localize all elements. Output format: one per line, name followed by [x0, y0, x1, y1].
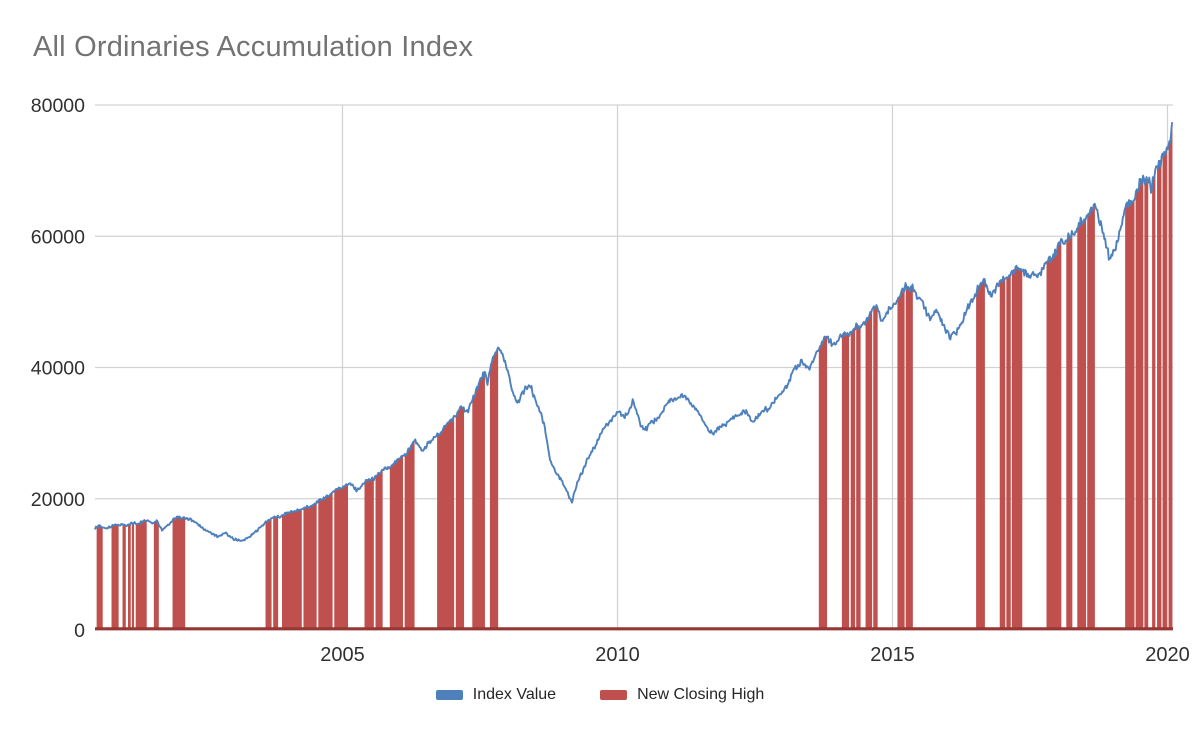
new-high-bar	[1011, 265, 1023, 630]
new-high-bar	[818, 336, 828, 630]
y-axis-tick-label: 60000	[31, 226, 85, 248]
new-high-bar	[96, 525, 103, 630]
new-high-bar	[850, 328, 856, 630]
new-high-bar	[1157, 160, 1162, 630]
new-high-bar	[976, 278, 985, 630]
new-high-bar	[334, 484, 348, 630]
new-high-bar	[1125, 200, 1135, 630]
index-value-swatch	[435, 690, 463, 700]
new-closing-high-swatch	[600, 690, 628, 700]
y-axis-tick-label: 80000	[31, 95, 85, 117]
new-high-bar	[437, 415, 455, 630]
legend-item-new-closing-high: New Closing High	[600, 686, 764, 704]
x-axis-tick-label: 2005	[320, 644, 365, 666]
new-high-bar	[122, 524, 126, 630]
y-axis-tick-label: 40000	[31, 358, 85, 380]
new-high-bar	[273, 515, 279, 630]
new-high-bar	[1168, 122, 1173, 630]
x-axis-tick-label: 2020	[1145, 644, 1190, 666]
new-high-bar	[856, 323, 861, 630]
new-high-bar	[1006, 275, 1011, 630]
new-high-bar	[364, 477, 374, 630]
new-high-bar	[111, 524, 119, 630]
new-high-bar	[135, 520, 147, 630]
new-high-bar	[865, 309, 873, 630]
new-high-bar	[873, 305, 878, 630]
new-high-bar	[389, 455, 403, 630]
new-high-bar	[1152, 169, 1156, 630]
new-high-bar	[1144, 177, 1149, 630]
legend-label-new-closing-high: New Closing High	[637, 686, 765, 703]
new-high-bar	[1135, 175, 1144, 630]
index-value-line	[94, 122, 1174, 542]
new-high-bar	[265, 518, 272, 630]
new-high-bar	[1087, 203, 1095, 630]
new-high-bar	[1066, 231, 1073, 630]
new-high-bar	[905, 284, 913, 630]
new-high-bar	[404, 441, 415, 630]
new-high-bar	[999, 276, 1006, 630]
x-axis-tick-label: 2015	[870, 644, 915, 666]
x-axis-tick-label: 2010	[595, 644, 640, 666]
new-high-bar	[128, 524, 131, 630]
new-high-bar	[375, 469, 383, 630]
y-axis-tick-label: 20000	[31, 489, 85, 511]
new-high-bar	[282, 509, 302, 630]
new-high-bar	[841, 332, 850, 630]
new-high-bar	[303, 503, 317, 630]
y-axis-tick-label: 0	[74, 620, 85, 642]
new-high-bar	[1077, 217, 1087, 630]
new-high-bar	[172, 516, 186, 630]
new-high-bar	[318, 491, 333, 630]
new-high-bar	[489, 347, 499, 630]
new-high-bar	[153, 520, 159, 630]
new-high-bar	[1162, 147, 1167, 630]
new-high-bar	[897, 288, 905, 630]
legend-label-index-value: Index Value	[472, 686, 557, 703]
new-high-bar	[131, 522, 135, 630]
new-high-bar	[1046, 238, 1062, 630]
new-high-bar	[472, 371, 485, 630]
new-high-bar	[455, 406, 465, 630]
legend-item-index-value: Index Value	[435, 686, 557, 704]
chart-title: All Ordinaries Accumulation Index	[33, 31, 474, 63]
chart-legend: Index Value New Closing High	[0, 686, 1200, 704]
